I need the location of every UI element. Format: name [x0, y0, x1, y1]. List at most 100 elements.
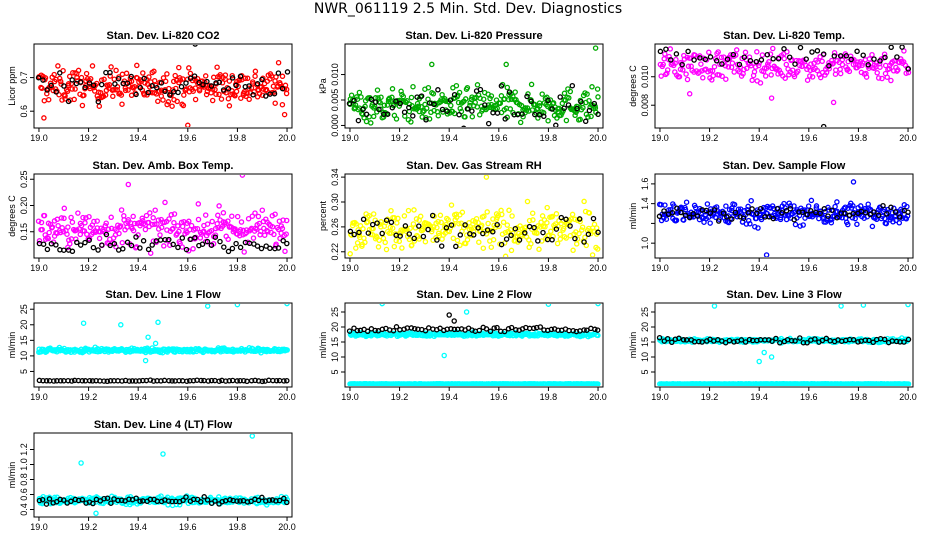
data-point [61, 83, 67, 89]
data-point [664, 70, 670, 77]
y-axis-label: kPa [318, 78, 328, 94]
data-point [384, 111, 391, 117]
data-point [360, 216, 367, 223]
data-point [875, 75, 882, 81]
data-point [862, 209, 869, 216]
data-point [569, 82, 576, 89]
data-point [225, 248, 232, 255]
data-point [212, 234, 219, 240]
data-point [676, 73, 683, 80]
data-point [216, 203, 222, 209]
plot-frame [33, 173, 293, 259]
data-point [850, 337, 857, 343]
data-point [61, 215, 67, 222]
data-point [582, 118, 589, 125]
x-tick-label: 19.8 [540, 263, 558, 273]
y-tick-label: 1.4 [640, 197, 650, 210]
data-point [64, 88, 71, 95]
data-point [261, 232, 268, 238]
data-point [125, 219, 131, 225]
data-point [53, 242, 59, 248]
data-point [137, 84, 144, 91]
data-point [808, 208, 814, 214]
data-point [494, 105, 500, 111]
data-point [757, 80, 764, 86]
data-point [662, 51, 668, 57]
data-point [905, 304, 911, 308]
data-point [475, 225, 481, 231]
data-point [813, 203, 820, 209]
data-point [137, 498, 143, 504]
data-point [553, 122, 559, 127]
data-point [266, 497, 273, 503]
data-point [826, 65, 832, 72]
data-point [75, 67, 82, 74]
data-point [119, 239, 126, 246]
data-point [124, 80, 131, 86]
data-point [259, 494, 265, 501]
data-point [529, 210, 536, 216]
data-point [498, 83, 505, 89]
y-tick-label: 1.0 [640, 237, 650, 250]
data-point [669, 210, 676, 216]
data-point [196, 87, 203, 94]
plot-frame [344, 302, 604, 388]
data-point [530, 325, 537, 332]
data-point [220, 210, 227, 216]
x-tick-label: 19.4 [440, 392, 458, 402]
data-point [526, 237, 532, 243]
data-point [837, 66, 843, 73]
data-point [448, 102, 454, 109]
data-point [111, 240, 118, 247]
data-point [200, 81, 206, 88]
data-point [175, 244, 181, 251]
data-point [576, 216, 583, 222]
data-point [140, 238, 147, 244]
data-point [176, 64, 182, 71]
data-point [585, 114, 591, 120]
data-point [707, 68, 714, 74]
data-point [526, 217, 533, 224]
y-tick-label: 0.15 [19, 223, 29, 241]
data-point [662, 71, 669, 78]
data-point [369, 221, 376, 228]
data-point [422, 238, 429, 245]
data-point [53, 89, 59, 95]
data-point [528, 81, 535, 88]
data-point [56, 75, 63, 82]
data-point [57, 378, 64, 384]
data-point [781, 46, 787, 52]
data-point [723, 76, 729, 82]
data-point [754, 49, 760, 55]
data-point [879, 75, 885, 82]
data-point [745, 210, 751, 216]
data-point [570, 247, 576, 254]
data-point [565, 102, 572, 108]
data-points [656, 304, 912, 386]
y-tick-label: 0.010 [640, 65, 650, 88]
data-point [791, 216, 797, 223]
data-point [581, 239, 587, 245]
data-point [866, 56, 873, 62]
data-point [170, 241, 176, 248]
data-point [748, 197, 754, 204]
data-point [61, 205, 68, 212]
data-point [222, 72, 229, 78]
data-point [106, 82, 113, 88]
data-point [205, 378, 212, 384]
data-point [867, 211, 874, 218]
data-point [448, 222, 455, 228]
data-point [754, 210, 760, 217]
data-point [535, 238, 541, 244]
data-point [236, 232, 243, 239]
data-point [113, 67, 119, 74]
data-point [271, 90, 278, 97]
data-point [418, 93, 425, 99]
data-point [150, 215, 156, 221]
data-point [130, 213, 136, 220]
data-point [860, 304, 867, 308]
data-point [420, 233, 427, 240]
data-point [246, 83, 252, 89]
data-point [98, 81, 105, 88]
data-point [899, 45, 905, 50]
